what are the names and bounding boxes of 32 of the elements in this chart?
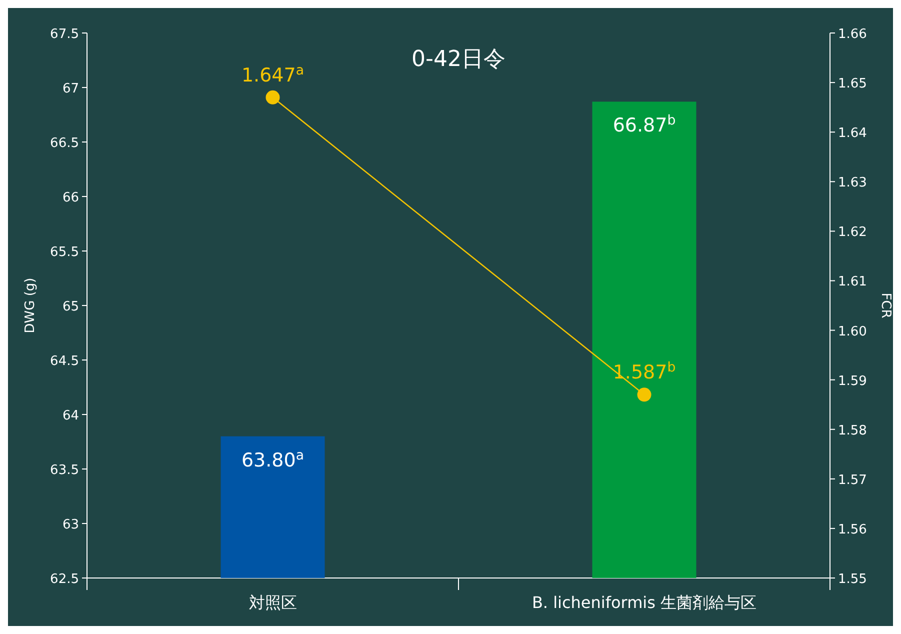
y-tick-label: 65: [62, 300, 79, 314]
text: 0-42日令: [412, 47, 506, 72]
y2-tick-label: 1.65: [838, 76, 867, 92]
y2-tick-label: 1.60: [838, 324, 867, 340]
y2-tick-label: 1.61: [838, 274, 867, 290]
y2-tick-label: 1.64: [838, 126, 867, 142]
y-tick-label: 66.5: [50, 136, 79, 151]
y-tick-label: 65.5: [50, 245, 79, 260]
y-tick-label: 64: [62, 408, 79, 424]
y-tick-label: 63.5: [50, 463, 79, 478]
y2-tick-label: 1.66: [838, 27, 867, 42]
y2-tick-label: 1.57: [838, 472, 867, 488]
x-tick-label: 対照区: [248, 593, 297, 612]
y-tick-label: 62.5: [50, 572, 79, 587]
data-label: 63.80$^{a}$: [241, 448, 304, 472]
data-label: 1.587$^{b}$: [612, 360, 676, 384]
y2-tick-label: 1.62: [838, 225, 867, 240]
y2-tick-label: 1.58: [838, 423, 867, 438]
data-label: 66.87$^{b}$: [612, 113, 676, 137]
y-axis-title: DWG (g): [23, 278, 38, 334]
y-tick-label: 67: [62, 82, 79, 96]
data-label: 1.647$^{a}$: [241, 62, 304, 86]
y2-tick-label: 1.55: [838, 572, 867, 587]
y-tick-label: 66: [62, 190, 79, 206]
y2-tick-label: 1.63: [838, 176, 867, 191]
y2-tick-label: 1.56: [838, 522, 867, 538]
y2-tick-label: 1.59: [838, 374, 867, 389]
y2-axis-title: FCR: [878, 292, 893, 318]
y-tick-label: 67.5: [50, 27, 79, 42]
y-tick-label: 63: [62, 518, 79, 532]
y-tick-label: 64.5: [50, 354, 79, 369]
x-tick-label: B. licheniformis 生菌剤給与区: [532, 593, 757, 612]
